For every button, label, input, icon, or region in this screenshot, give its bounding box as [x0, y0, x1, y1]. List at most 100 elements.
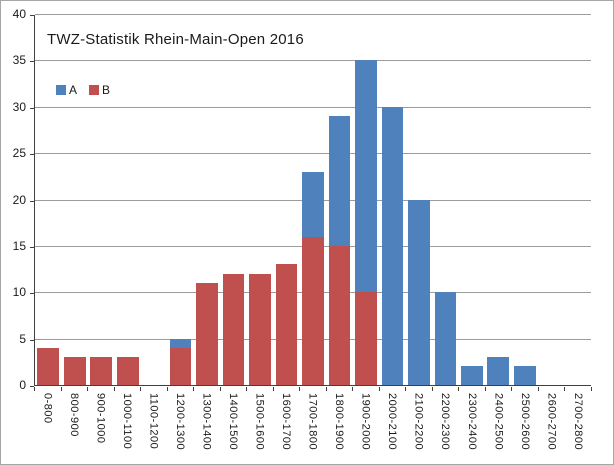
gridline — [35, 14, 591, 15]
x-tick — [537, 387, 539, 391]
x-tick — [34, 387, 35, 391]
x-tick — [431, 387, 433, 391]
y-axis-label: 10 — [12, 285, 26, 300]
y-tick — [30, 246, 34, 248]
bar-a-2300-2400 — [461, 366, 483, 385]
y-tick — [30, 107, 34, 109]
y-axis-label: 40 — [12, 7, 26, 21]
legend-swatch-b — [89, 85, 100, 95]
y-axis: 0 5 10 15 20 25 30 35 40 — [1, 7, 34, 392]
x-tick — [87, 387, 89, 391]
x-tick — [193, 387, 195, 391]
bar-b-1900-2000 — [355, 292, 377, 385]
x-tick — [246, 387, 248, 391]
x-tick — [140, 387, 142, 391]
x-label-cell: 2600-2700 — [538, 393, 565, 461]
x-axis — [34, 386, 592, 392]
chart-title: TWZ-Statistik Rhein-Main-Open 2016 — [47, 31, 304, 48]
x-label-cell: 1700-1800 — [299, 393, 326, 461]
x-tick — [458, 387, 460, 391]
x-axis-label: 1900-2000 — [359, 393, 372, 451]
legend-label-a: A — [69, 83, 78, 97]
x-axis-label: 2700-2800 — [571, 393, 584, 451]
x-tick — [219, 387, 221, 391]
x-axis-label: 1100-1200 — [147, 393, 160, 450]
bar-b-1400-1500 — [222, 273, 245, 385]
x-axis-label: 2400-2500 — [492, 393, 505, 451]
x-axis-label: 1700-1800 — [306, 393, 319, 451]
bar-b-1600-1700 — [275, 264, 298, 385]
legend: A B — [56, 83, 122, 97]
y-tick — [30, 293, 34, 295]
x-tick — [378, 387, 380, 391]
y-tick — [30, 386, 34, 387]
x-label-cell: 1500-1600 — [246, 393, 273, 461]
legend-swatch-a — [56, 85, 66, 95]
y-tick — [30, 61, 34, 63]
x-label-cell: 2300-2400 — [459, 393, 486, 461]
y-axis-label: 25 — [12, 146, 26, 161]
bar-b-900-1000 — [90, 357, 113, 385]
x-tick — [405, 387, 407, 391]
gridline — [35, 106, 591, 108]
y-tick — [30, 15, 34, 16]
x-axis-label: 2300-2400 — [465, 393, 478, 451]
y-axis-label: 5 — [19, 331, 26, 346]
x-axis-label: 1500-1600 — [253, 393, 266, 451]
x-axis-label: 2600-2700 — [545, 393, 558, 451]
x-label-cell: 1600-1700 — [273, 393, 300, 461]
y-tick — [30, 339, 34, 341]
x-axis-label: 1000-1100 — [120, 393, 133, 450]
y-tick — [30, 154, 34, 156]
x-tick — [352, 387, 354, 391]
x-axis-label: 800-900 — [67, 393, 80, 437]
x-tick — [484, 387, 486, 391]
x-axis-label: 2500-2600 — [518, 393, 531, 451]
bar-a-2100-2200 — [408, 199, 430, 385]
x-label-cell: 1400-1500 — [220, 393, 247, 461]
y-axis-label: 0 — [19, 378, 26, 392]
x-tick — [60, 387, 62, 391]
x-label-cell: 1900-2000 — [352, 393, 379, 461]
y-axis-label: 30 — [12, 99, 26, 114]
bar-b-1000-1100 — [116, 357, 139, 385]
x-axis-label: 900-1000 — [94, 393, 107, 444]
x-axis-label: 1800-1900 — [333, 393, 346, 451]
bar-b-0-800 — [37, 347, 60, 385]
x-axis-label: 0-800 — [41, 393, 54, 424]
x-label-cell: 1300-1400 — [193, 393, 220, 461]
y-tick — [30, 200, 34, 202]
x-label-cell: 2000-2100 — [379, 393, 406, 461]
x-tick — [564, 387, 566, 391]
bar-a-2200-2300 — [434, 292, 457, 385]
bar-b-1800-1900 — [328, 245, 351, 385]
gridline — [35, 153, 591, 155]
x-axis-label: 1300-1400 — [200, 393, 213, 451]
x-axis-label: 2200-2300 — [439, 393, 452, 451]
x-label-cell: 1800-1900 — [326, 393, 353, 461]
x-tick — [325, 387, 327, 391]
bar-a-2400-2500 — [487, 357, 510, 385]
x-label-cell: 2500-2600 — [512, 393, 539, 461]
x-tick — [591, 387, 592, 391]
y-axis-label: 20 — [12, 192, 26, 207]
bar-a-2500-2600 — [513, 366, 536, 385]
x-label-cell: 2100-2200 — [405, 393, 432, 461]
x-axis-label: 1600-1700 — [280, 393, 293, 451]
x-label-cell: 0-800 — [34, 393, 61, 461]
x-label-cell: 800-900 — [61, 393, 88, 461]
x-label-cell: 1100-1200 — [140, 393, 167, 461]
x-tick — [272, 387, 274, 391]
x-axis-labels: 0-800 800-900 900-1000 1000-1100 1100-1200 12… — [34, 393, 591, 461]
bar-b-1700-1800 — [302, 236, 324, 385]
legend-label-b: B — [102, 83, 111, 97]
plot-area — [34, 14, 591, 386]
x-axis-label: 1400-1500 — [226, 393, 239, 451]
y-axis-label: 15 — [12, 238, 26, 253]
bar-b-1200-1300 — [169, 347, 192, 385]
bar-b-1300-1400 — [196, 282, 218, 385]
gridline — [35, 60, 591, 62]
x-label-cell: 2200-2300 — [432, 393, 459, 461]
x-axis-label: 1200-1300 — [173, 393, 186, 451]
